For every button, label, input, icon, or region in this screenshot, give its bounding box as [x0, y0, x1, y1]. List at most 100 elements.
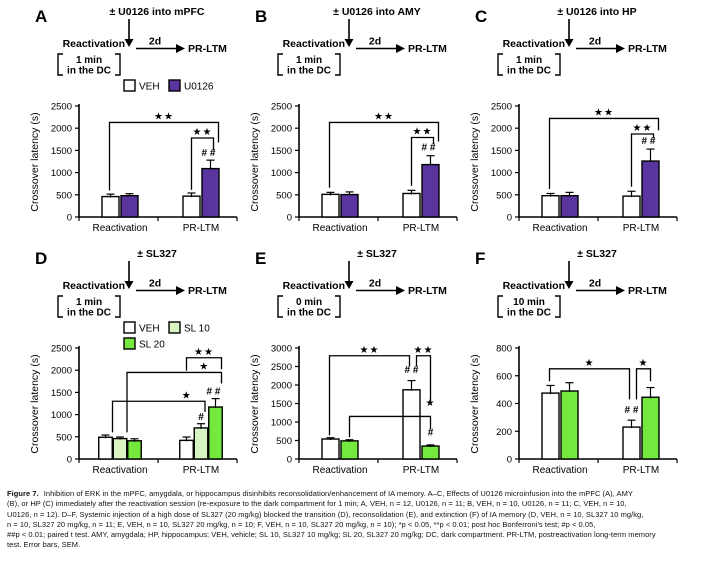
step1-label: Reactivation	[63, 38, 125, 50]
y-tick-label: 2500	[51, 102, 72, 113]
right-arrow-icon	[616, 286, 625, 295]
sig-bracket-label: ★	[199, 361, 209, 372]
duration-label: 10 min	[513, 297, 545, 308]
step2-label: PR-LTM	[628, 43, 667, 55]
right-square-bracket	[115, 53, 121, 76]
sig-bracket	[126, 371, 223, 433]
y-tick-label: 1500	[271, 146, 292, 157]
down-arrow-icon	[564, 281, 574, 289]
step2-label: PR-LTM	[188, 43, 227, 55]
y-tick-label: 2000	[271, 124, 292, 135]
duration-label: 1 min	[296, 55, 322, 66]
sig-bracket	[190, 137, 215, 190]
y-tick-label: 2000	[271, 381, 292, 392]
bar-sl20-pr-ltm	[641, 396, 660, 460]
y-tick-label: 1000	[271, 168, 292, 179]
bar-veh-pr-ltm	[622, 426, 641, 460]
sig-bracket	[111, 400, 206, 433]
caption-line: U0126, n = 12). D–F, Systemic injection …	[7, 509, 644, 519]
bar-veh-reactivation	[321, 193, 340, 218]
right-arrow-icon	[396, 44, 405, 53]
sig-bracket-label: ★★	[414, 345, 434, 356]
y-tick-label: 2000	[51, 366, 72, 377]
y-tick-label: 1000	[51, 410, 72, 421]
bar-u0126-reactivation	[560, 194, 579, 218]
sig-bracket	[630, 133, 655, 187]
duration-label: 1 min	[516, 55, 542, 66]
step1-label: Reactivation	[503, 38, 565, 50]
legend-swatch	[123, 79, 136, 92]
y-tick-label: 1500	[271, 399, 292, 410]
y-tick-label: 3000	[271, 344, 292, 355]
panel-A: A ± U0126 into mPFC Reactivation 2d PR-LTM 1 …	[29, 6, 238, 234]
bar-veh-pr-ltm	[402, 192, 421, 218]
location-label: in the DC	[287, 308, 331, 319]
y-axis-label: Crossover latency (s)	[249, 354, 261, 453]
bar-u0126-reactivation	[120, 194, 139, 218]
delay-label: 2d	[589, 278, 601, 290]
caption-line: ##p < 0.01; paired t test. AMY, amygdala…	[7, 530, 656, 540]
caption-line: n = 10, SL327 20 mg/kg, n = 11; E, VEH, …	[7, 519, 596, 529]
bar-veh-reactivation	[101, 195, 120, 218]
panel-letter: C	[475, 7, 487, 26]
bar-veh-pr-ltm	[182, 195, 201, 218]
sig-bracket-label: ★★	[360, 345, 380, 356]
y-tick-label: 500	[276, 436, 292, 447]
caption-figure-label: Figure 7.	[7, 489, 39, 498]
bar-veh-pr-ltm	[622, 195, 641, 218]
sig-bracket	[185, 357, 223, 371]
sig-bracket-label: ★	[639, 358, 649, 369]
bar-sl20-reactivation	[127, 440, 142, 460]
sig-mark: # #	[207, 387, 221, 398]
location-label: in the DC	[67, 308, 111, 319]
y-tick-label: 1000	[51, 168, 72, 179]
delay-label: 2d	[369, 278, 381, 290]
y-axis-label: Crossover latency (s)	[469, 112, 481, 211]
right-arrow-icon	[396, 286, 405, 295]
legend-swatch	[168, 321, 181, 334]
y-tick-label: 0	[67, 213, 72, 224]
duration-label: 0 min	[296, 297, 322, 308]
category-label: PR-LTM	[403, 465, 439, 476]
category-label: Reactivation	[532, 223, 587, 234]
drug-label: ± SL327	[137, 248, 177, 260]
bar-veh-reactivation	[541, 194, 560, 218]
y-axis-label: Crossover latency (s)	[469, 354, 481, 453]
legend-label: U0126	[184, 82, 214, 93]
y-tick-label: 2500	[491, 102, 512, 113]
sig-mark: ★	[426, 398, 436, 409]
bar-u0126-reactivation	[340, 193, 359, 218]
y-tick-label: 0	[507, 213, 512, 224]
category-label: PR-LTM	[623, 465, 659, 476]
step2-label: PR-LTM	[408, 285, 447, 297]
sig-mark: # #	[405, 365, 419, 376]
sig-bracket	[548, 117, 660, 190]
legend-label: VEH	[139, 324, 160, 335]
location-label: in the DC	[507, 308, 551, 319]
drug-label: ± U0126 into AMY	[333, 6, 421, 18]
category-label: PR-LTM	[183, 465, 219, 476]
category-label: Reactivation	[92, 223, 147, 234]
bar-sl20-pr-ltm	[208, 406, 223, 460]
bar-veh-pr-ltm	[179, 439, 194, 460]
bar-sl10-reactivation	[112, 437, 128, 460]
caption-line: (B), or HP (C) immediately after the rea…	[7, 499, 627, 509]
delay-label: 2d	[149, 36, 161, 48]
y-axis-label: Crossover latency (s)	[29, 354, 41, 453]
legend-label: SL 10	[184, 324, 210, 335]
sig-bracket-label: ★★	[193, 127, 213, 138]
bar-sl20-reactivation	[560, 390, 579, 460]
left-square-bracket	[57, 295, 63, 318]
drug-label: ± SL327	[577, 248, 617, 260]
bar-sl10-pr-ltm	[193, 427, 209, 460]
panel-letter: F	[475, 249, 485, 268]
y-tick-label: 500	[496, 190, 512, 201]
right-square-bracket	[555, 53, 561, 76]
left-square-bracket	[497, 295, 503, 318]
y-tick-label: 1000	[271, 418, 292, 429]
step1-label: Reactivation	[503, 280, 565, 292]
